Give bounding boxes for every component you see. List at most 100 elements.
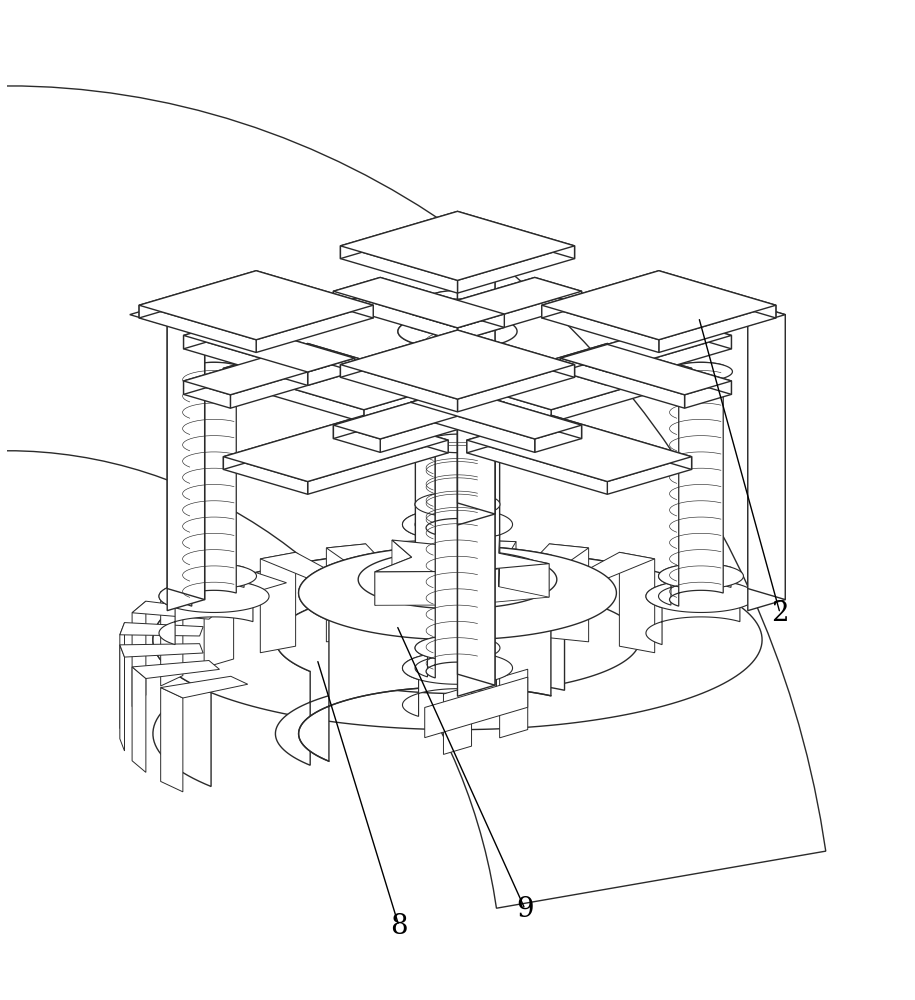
Polygon shape	[608, 457, 692, 494]
Polygon shape	[436, 572, 472, 620]
Polygon shape	[426, 434, 479, 678]
Polygon shape	[161, 688, 183, 792]
Polygon shape	[161, 676, 248, 698]
Polygon shape	[467, 415, 692, 482]
Polygon shape	[561, 344, 731, 395]
Polygon shape	[183, 362, 236, 606]
Polygon shape	[184, 322, 354, 372]
Polygon shape	[426, 291, 479, 534]
Polygon shape	[561, 344, 608, 372]
Polygon shape	[561, 358, 608, 385]
Polygon shape	[340, 330, 575, 399]
Polygon shape	[542, 305, 659, 352]
Polygon shape	[167, 304, 205, 600]
Polygon shape	[327, 544, 366, 642]
Polygon shape	[415, 492, 488, 533]
Polygon shape	[411, 402, 534, 452]
Polygon shape	[223, 415, 364, 469]
Polygon shape	[549, 544, 588, 642]
Polygon shape	[415, 635, 488, 677]
Polygon shape	[561, 358, 684, 408]
Polygon shape	[398, 314, 500, 605]
Polygon shape	[458, 291, 582, 341]
Polygon shape	[670, 362, 723, 606]
Polygon shape	[184, 322, 231, 349]
Polygon shape	[581, 552, 655, 578]
Polygon shape	[467, 343, 692, 410]
Polygon shape	[398, 314, 517, 349]
Polygon shape	[381, 277, 504, 327]
Polygon shape	[307, 343, 448, 398]
Polygon shape	[260, 552, 334, 578]
Polygon shape	[542, 271, 776, 340]
Polygon shape	[223, 343, 448, 410]
Polygon shape	[333, 277, 381, 305]
Polygon shape	[132, 667, 145, 772]
Polygon shape	[458, 229, 495, 525]
Polygon shape	[260, 552, 296, 653]
Polygon shape	[275, 586, 640, 694]
Polygon shape	[120, 644, 203, 657]
Polygon shape	[183, 362, 245, 381]
Polygon shape	[458, 389, 504, 416]
Polygon shape	[231, 322, 354, 372]
Polygon shape	[159, 580, 269, 612]
Polygon shape	[298, 546, 551, 761]
Polygon shape	[467, 415, 551, 453]
Polygon shape	[167, 315, 205, 611]
Polygon shape	[275, 586, 565, 765]
Polygon shape	[204, 565, 233, 668]
Polygon shape	[458, 389, 582, 439]
Polygon shape	[223, 415, 448, 482]
Polygon shape	[467, 343, 608, 398]
Polygon shape	[375, 535, 549, 586]
Polygon shape	[528, 544, 588, 570]
Polygon shape	[411, 389, 582, 439]
Polygon shape	[426, 434, 489, 453]
Polygon shape	[467, 385, 551, 422]
Polygon shape	[340, 246, 458, 293]
Polygon shape	[333, 389, 504, 439]
Polygon shape	[307, 358, 354, 385]
Polygon shape	[298, 546, 617, 640]
Polygon shape	[426, 291, 489, 309]
Polygon shape	[399, 540, 445, 565]
Polygon shape	[132, 660, 220, 678]
Polygon shape	[184, 344, 354, 395]
Polygon shape	[223, 368, 364, 422]
Polygon shape	[415, 635, 500, 660]
Polygon shape	[161, 582, 248, 603]
Polygon shape	[619, 552, 655, 653]
Polygon shape	[172, 564, 244, 605]
Polygon shape	[411, 277, 582, 328]
Polygon shape	[646, 580, 756, 612]
Polygon shape	[458, 314, 504, 341]
Polygon shape	[659, 564, 731, 605]
Polygon shape	[411, 277, 534, 327]
Polygon shape	[450, 535, 500, 579]
Polygon shape	[307, 440, 448, 494]
Polygon shape	[333, 291, 458, 341]
Polygon shape	[415, 492, 500, 517]
Polygon shape	[307, 344, 354, 372]
Polygon shape	[231, 358, 354, 408]
Polygon shape	[327, 544, 387, 570]
Polygon shape	[256, 305, 373, 352]
Polygon shape	[375, 557, 412, 605]
Polygon shape	[500, 669, 528, 738]
Polygon shape	[256, 271, 373, 318]
Polygon shape	[458, 218, 495, 514]
Polygon shape	[333, 277, 504, 328]
Polygon shape	[551, 415, 692, 469]
Polygon shape	[120, 645, 124, 751]
Polygon shape	[534, 277, 582, 305]
Polygon shape	[710, 304, 785, 326]
Polygon shape	[684, 381, 731, 408]
Polygon shape	[608, 335, 731, 385]
Polygon shape	[223, 343, 307, 381]
Polygon shape	[120, 623, 203, 636]
Polygon shape	[392, 540, 412, 591]
Polygon shape	[608, 344, 731, 394]
Polygon shape	[659, 564, 743, 589]
Polygon shape	[0, 86, 825, 908]
